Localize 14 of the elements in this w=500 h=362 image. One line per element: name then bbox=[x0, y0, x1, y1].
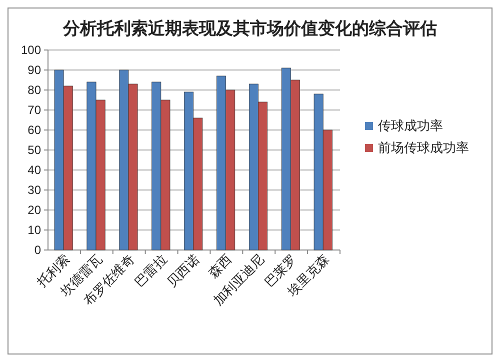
chart-title: 分析托利索近期表现及其市场价值变化的综合评估 bbox=[62, 19, 437, 38]
y-tick-label: 90 bbox=[28, 63, 42, 77]
y-tick-label: 0 bbox=[34, 243, 42, 257]
y-tick-label: 10 bbox=[28, 223, 42, 237]
y-tick-label: 80 bbox=[28, 83, 42, 97]
y-tick-label: 20 bbox=[28, 203, 42, 217]
legend-label: 传球成功率 bbox=[378, 118, 443, 133]
y-tick-label: 30 bbox=[28, 183, 42, 197]
y-tick-label: 70 bbox=[28, 103, 42, 117]
y-tick-label: 40 bbox=[28, 163, 42, 177]
y-tick-label: 60 bbox=[28, 123, 42, 137]
y-tick-label: 50 bbox=[28, 143, 42, 157]
y-tick-label: 100 bbox=[20, 43, 42, 57]
legend-label: 前场传球成功率 bbox=[378, 140, 469, 155]
